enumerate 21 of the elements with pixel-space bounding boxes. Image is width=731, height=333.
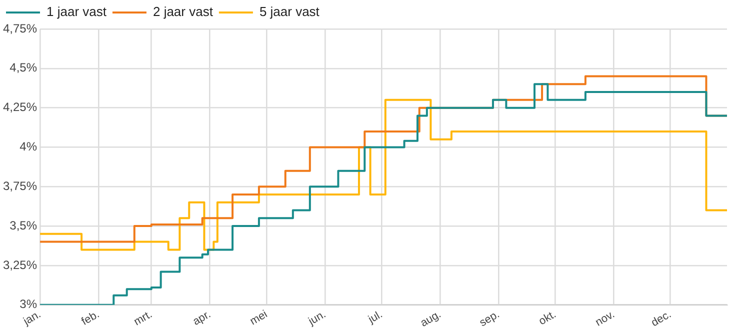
legend-label: 5 jaar vast [259,4,320,20]
x-tick-label: feb. [80,308,102,328]
y-tick-label: 3,5% [10,218,38,232]
y-tick-label: 3,75% [2,178,38,193]
x-tick-label: okt. [536,308,558,328]
x-tick-label: nov. [593,308,617,329]
x-tick-label: jul. [366,308,385,326]
x-tick-label: apr. [191,308,213,328]
x-tick-label: aug. [418,308,444,330]
y-tick-label: 4% [20,140,38,154]
x-tick-label: dec. [649,308,674,330]
y-tick-label: 3,25% [2,258,38,272]
x-tick-label: jun. [306,308,328,328]
legend-label: 2 jaar vast [152,4,214,20]
y-tick-label: 4,75% [2,21,38,36]
x-tick-label: mei [248,308,270,328]
x-tick-label: sep. [478,308,502,330]
y-tick-label: 4,5% [10,60,38,75]
y-tick-label: 4,25% [2,100,38,114]
legend-label: 1 jaar vast [46,4,107,20]
x-tick-label: mrt. [132,308,154,328]
